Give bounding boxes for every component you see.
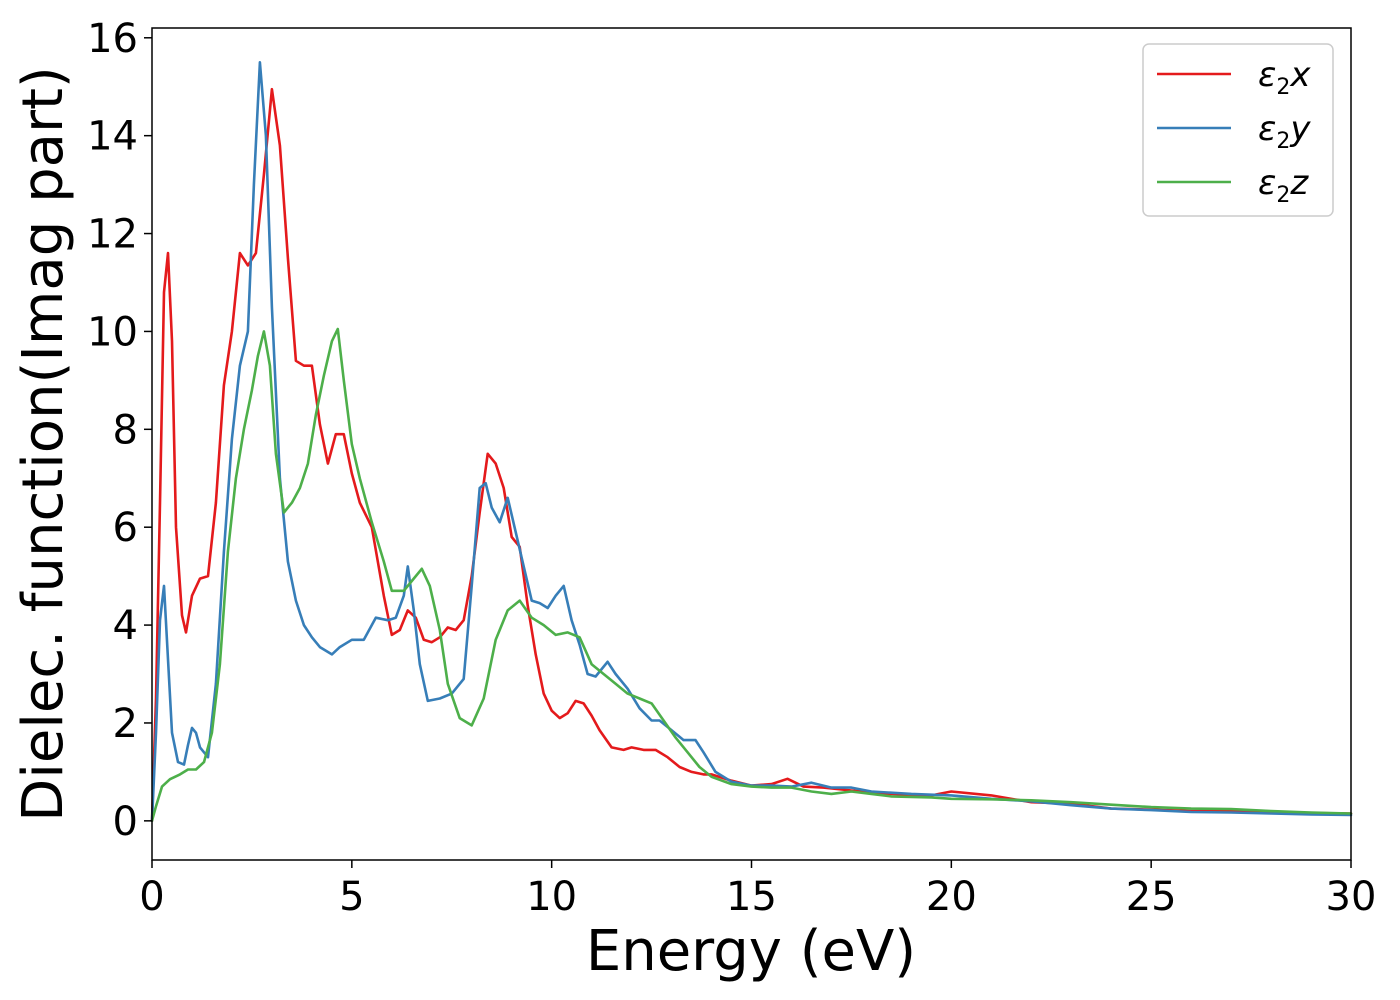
y-tick-label: 14 <box>87 114 138 160</box>
y-tick-label: 4 <box>113 603 138 649</box>
y-axis-ticks: 0 2 4 6 8 10 12 14 16 <box>87 16 152 845</box>
plot-lines <box>150 61 1353 823</box>
x-tick-label: 5 <box>339 874 364 920</box>
x-tick-label: 30 <box>1326 874 1377 920</box>
x-tick-label: 25 <box>1126 874 1177 920</box>
legend-label-x: ε2x <box>1258 55 1311 100</box>
x-axis-title: Energy (eV) <box>586 919 916 984</box>
legend: ε2x ε2y ε2z <box>1142 43 1334 217</box>
y-tick-label: 8 <box>113 407 138 453</box>
legend-box <box>1142 43 1334 217</box>
y-tick-label: 16 <box>87 16 138 62</box>
x-tick-label: 10 <box>526 874 577 920</box>
legend-label-z: ε2z <box>1258 163 1309 208</box>
y-tick-label: 12 <box>87 212 138 258</box>
legend-label-y: ε2y <box>1258 109 1311 154</box>
x-tick-label: 0 <box>139 874 164 920</box>
x-axis-ticks: 0 5 10 15 20 25 30 <box>139 860 1376 920</box>
y-tick-label: 0 <box>113 799 138 845</box>
y-axis-title: Dielec. function(Imag part) <box>11 66 76 822</box>
y-tick-label: 2 <box>113 701 138 747</box>
x-tick-label: 15 <box>726 874 777 920</box>
x-tick-label: 20 <box>926 874 977 920</box>
y-tick-label: 6 <box>113 505 138 551</box>
series-line-z <box>150 327 1353 823</box>
series-line-y <box>150 61 1353 823</box>
y-tick-label: 10 <box>87 309 138 355</box>
